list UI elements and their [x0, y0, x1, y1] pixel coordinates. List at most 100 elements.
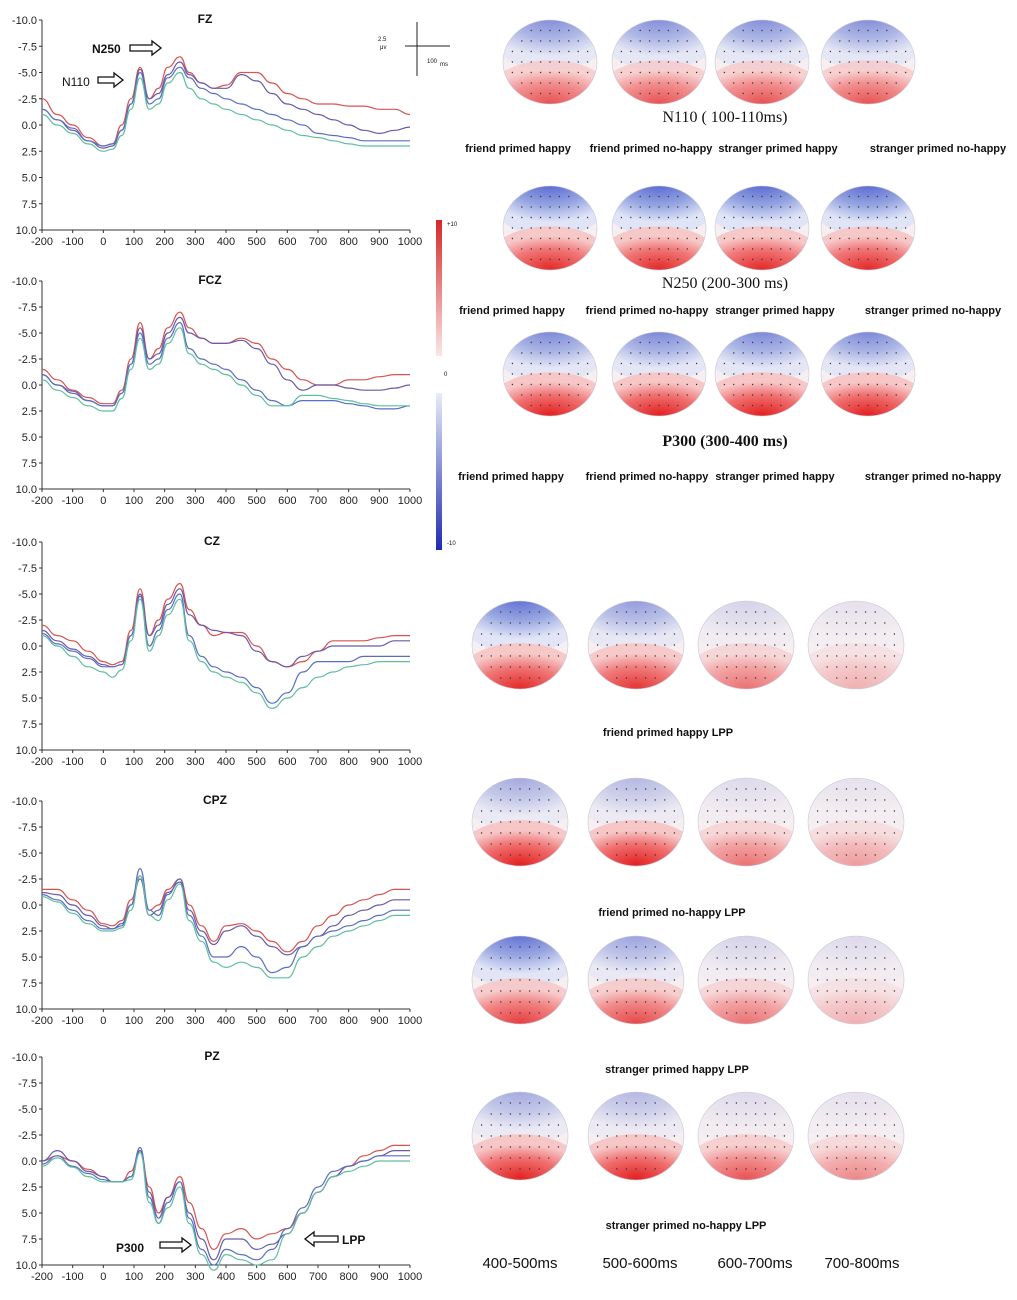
negative-region — [472, 778, 568, 831]
x-tick-label: 500 — [247, 1015, 265, 1027]
scalp-map — [714, 185, 810, 271]
lpp-label-stranger-nohappy: stranger primed no-happy LPP — [606, 1220, 767, 1232]
negative-region — [698, 1092, 794, 1145]
series-line-blue — [41, 66, 410, 147]
x-tick-label: 400 — [217, 495, 235, 507]
x-tick-label: 1000 — [398, 236, 422, 248]
x-tick-label: 900 — [370, 495, 388, 507]
scalp-map — [502, 185, 598, 271]
series-line-blue — [41, 867, 410, 974]
condition-label: stranger primed happy — [715, 471, 835, 483]
x-tick-label: 300 — [186, 1015, 204, 1027]
condition-row-p300: friend primed happy friend primed no-hap… — [458, 471, 1002, 483]
y-tick-label: 0.0 — [22, 120, 37, 132]
annotation-lpp: LPP — [303, 1230, 365, 1248]
series-line-purple — [41, 316, 411, 407]
scalp-map — [820, 19, 916, 105]
x-tick-label: 1000 — [398, 495, 422, 507]
x-tick-label: 900 — [370, 756, 388, 768]
scale-time-unit: ms — [440, 62, 448, 68]
x-tick-label: 800 — [339, 495, 357, 507]
positive-region — [612, 226, 706, 270]
lpp-label-friend-happy: friend primed happy LPP — [603, 727, 733, 739]
x-tick-label: 0 — [100, 756, 106, 768]
positive-region — [472, 820, 568, 866]
topo-title-n250: N250 (200-300 ms) — [662, 275, 788, 292]
positive-region — [698, 1134, 794, 1180]
arrow-right-icon — [129, 39, 163, 57]
x-tick-label: -200 — [31, 756, 53, 768]
series-line-red — [41, 875, 410, 953]
x-tick-label: 300 — [186, 1271, 204, 1283]
panel-title: FCZ — [198, 273, 221, 287]
x-tick-label: 600 — [278, 1271, 296, 1283]
positive-region — [808, 978, 904, 1024]
negative-region — [821, 20, 915, 71]
scalp-map — [807, 935, 905, 1025]
color-scale-positive — [436, 220, 442, 356]
y-tick-label: 10.0 — [16, 1260, 37, 1272]
positive-region — [715, 226, 809, 270]
scalp-map — [714, 19, 810, 105]
positive-region — [503, 60, 597, 104]
y-tick-label: -7.5 — [18, 302, 37, 314]
negative-region — [612, 332, 706, 383]
scalp-map — [697, 935, 795, 1025]
positive-region — [612, 372, 706, 416]
x-tick-label: 0 — [100, 236, 106, 248]
panel-title: FZ — [198, 12, 213, 26]
scalp-map — [471, 1091, 569, 1181]
y-tick-label: -10.0 — [12, 15, 37, 27]
x-tick-label: -100 — [62, 756, 84, 768]
y-tick-label: -2.5 — [18, 1130, 37, 1142]
condition-label: stranger primed no-happy — [870, 143, 1007, 155]
x-tick-label: 500 — [247, 495, 265, 507]
series-line-purple — [41, 61, 411, 149]
y-tick-label: -10.0 — [12, 796, 37, 808]
x-tick-label: 600 — [278, 236, 296, 248]
y-tick-label: 2.5 — [22, 667, 37, 679]
x-tick-label: 100 — [125, 756, 143, 768]
panel-title: CZ — [204, 534, 220, 548]
negative-region — [472, 601, 568, 654]
scalp-map — [502, 331, 598, 417]
negative-region — [503, 186, 597, 237]
series-line-green — [41, 598, 410, 710]
negative-region — [588, 936, 684, 989]
time-window-label: 500-600ms — [602, 1255, 677, 1272]
x-tick-label: 500 — [247, 1271, 265, 1283]
x-tick-label: -100 — [62, 495, 84, 507]
positive-region — [808, 1134, 904, 1180]
color-scale-min-label: -10 — [447, 541, 456, 547]
scalp-map — [587, 777, 685, 867]
x-tick-label: 900 — [370, 1015, 388, 1027]
x-tick-label: 600 — [278, 756, 296, 768]
y-tick-label: 2.5 — [22, 146, 37, 158]
positive-region — [715, 60, 809, 104]
y-tick-label: -10.0 — [12, 537, 37, 549]
x-tick-label: -100 — [62, 1015, 84, 1027]
topo-maps — [471, 19, 916, 1181]
y-tick-label: -5.0 — [18, 589, 37, 601]
y-tick-label: -5.0 — [18, 328, 37, 340]
negative-region — [472, 1092, 568, 1145]
scalp-map — [807, 777, 905, 867]
x-tick-label: 100 — [125, 236, 143, 248]
scalp-map — [587, 600, 685, 690]
x-tick-label: 100 — [125, 1015, 143, 1027]
negative-region — [698, 778, 794, 831]
lpp-label-stranger-happy: stranger primed happy LPP — [605, 1064, 749, 1076]
time-window-label: 600-700ms — [717, 1255, 792, 1272]
erp-panel-fz: FZ -10.0 -7.5 -5.0 -2.5 0.0 2.5 5.0 7.5 10.0-200-… — [12, 12, 422, 248]
positive-region — [698, 820, 794, 866]
y-tick-label: 5.0 — [22, 1208, 37, 1220]
series-line-blue — [41, 321, 411, 410]
x-tick-label: 800 — [339, 756, 357, 768]
x-tick-label: 700 — [309, 236, 327, 248]
series-line-red — [41, 311, 410, 405]
scalp-map — [502, 19, 598, 105]
scalp-map — [807, 1091, 905, 1181]
x-tick-label: 700 — [309, 495, 327, 507]
x-tick-label: 300 — [186, 236, 204, 248]
y-tick-label: 10.0 — [16, 225, 37, 237]
